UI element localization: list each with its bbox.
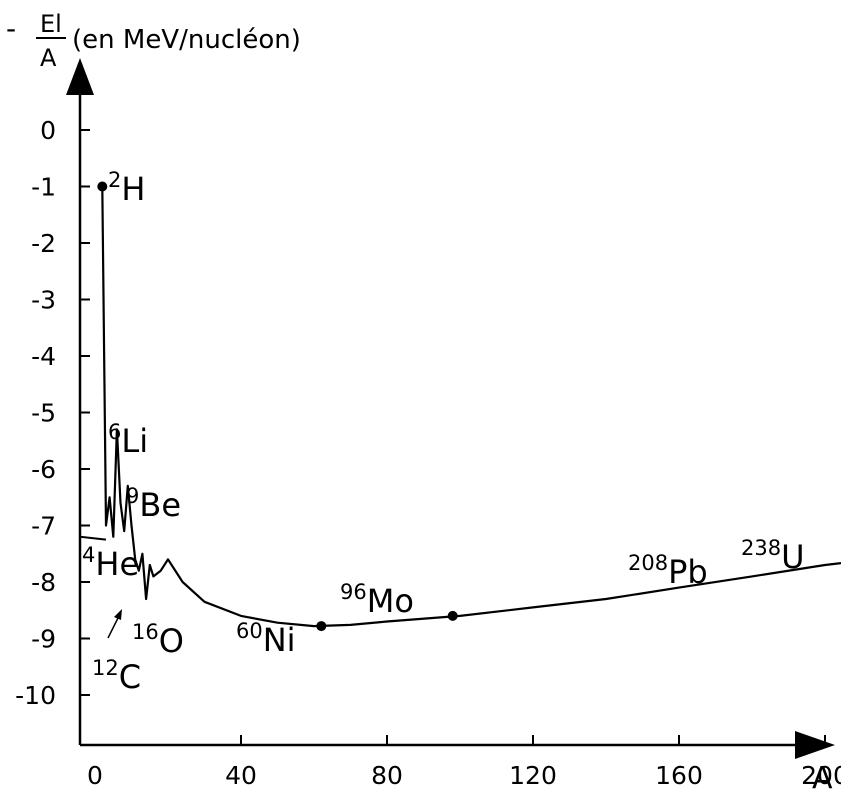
y-tick-label: -10 xyxy=(15,681,56,710)
nuclide-label-pb-symbol: Pb xyxy=(668,553,708,591)
nuclide-label-be: 9Be xyxy=(126,484,181,524)
y-ticks: 0 -1 -2 -3 -4 -5 -6 -7 -8 -9 -10 xyxy=(15,116,90,710)
y-tick-label: -8 xyxy=(31,568,56,597)
y-tick-label: -5 xyxy=(31,399,56,428)
nuclide-label-c: 12C xyxy=(92,656,141,696)
y-tick-label: 0 xyxy=(40,116,56,145)
nuclide-label-ni: 60Ni xyxy=(236,619,296,659)
nuclide-label-pb-mass: 208 xyxy=(628,551,668,575)
y-title-denominator: A xyxy=(40,44,57,72)
nuclide-label-pb: 208Pb xyxy=(628,551,708,591)
nuclide-label-o-symbol: O xyxy=(159,622,184,660)
nuclide-label-li-symbol: Li xyxy=(121,422,148,460)
nuclide-label-c-mass: 12 xyxy=(92,656,119,680)
x-tick-label: 80 xyxy=(371,761,403,790)
x-axis-arrowhead xyxy=(795,731,835,759)
nuclide-label-h: 2H xyxy=(108,168,145,208)
nuclide-point xyxy=(97,181,108,192)
nuclide-label-u: 238U xyxy=(741,536,805,576)
x-tick-label: 120 xyxy=(509,761,557,790)
nuclide-label-mo-symbol: Mo xyxy=(367,582,414,620)
nuclide-label-li-mass: 6 xyxy=(108,420,121,444)
y-axis-title: - El A (en MeV/nucléon) xyxy=(6,10,301,72)
nuclide-label-ni-mass: 60 xyxy=(236,619,263,643)
binding-energy-curve xyxy=(101,186,841,628)
x-tick-label: 160 xyxy=(655,761,703,790)
nuclide-point xyxy=(447,610,458,621)
y-tick-label: -6 xyxy=(31,455,56,484)
y-axis-arrowhead xyxy=(66,58,94,95)
x-title: A xyxy=(812,761,833,795)
y-tick-label: -4 xyxy=(31,342,56,371)
nuclide-markers xyxy=(97,181,458,632)
nuclide-label-be-mass: 9 xyxy=(126,484,139,508)
y-tick-label: -1 xyxy=(31,173,56,202)
x-tick-label: 200 xyxy=(801,761,841,790)
y-tick-label: -2 xyxy=(31,229,56,258)
x-tick-label: 0 xyxy=(87,761,103,790)
nuclide-label-h-symbol: H xyxy=(121,170,145,208)
nuclide-label-o-mass: 16 xyxy=(132,620,159,644)
nuclide-label-mo-mass: 96 xyxy=(340,580,367,604)
nuclide-label-he-mass: 4 xyxy=(82,543,95,567)
y-tick-label: -3 xyxy=(31,286,56,315)
y-tick-label: -7 xyxy=(31,512,56,541)
nuclide-label-he: 4He xyxy=(82,543,139,583)
binding-energy-series xyxy=(79,186,841,628)
nuclide-label-li: 6Li xyxy=(108,420,148,460)
x-axis xyxy=(80,731,835,759)
nuclide-label-o: 16O xyxy=(132,620,184,660)
nuclide-label-he-symbol: He xyxy=(95,545,139,583)
y-title-minus: - xyxy=(6,12,16,45)
y-title-numerator: El xyxy=(40,10,62,38)
nuclide-label-u-mass: 238 xyxy=(741,536,781,560)
x-axis-title: A xyxy=(812,761,833,795)
x-ticks: 04080120160200240 xyxy=(87,735,841,790)
curve-lead-in xyxy=(79,535,107,541)
nuclide-label-ni-symbol: Ni xyxy=(263,621,296,659)
y-axis xyxy=(66,58,94,745)
y-tick-label: -9 xyxy=(31,625,56,654)
nuclide-label-be-symbol: Be xyxy=(139,486,181,524)
nuclide-label-h-mass: 2 xyxy=(108,168,121,192)
nuclide-label-mo: 96Mo xyxy=(340,580,414,620)
nuclide-label-u-symbol: U xyxy=(781,538,804,576)
y-title-unit: (en MeV/nucléon) xyxy=(72,25,301,55)
x-tick-label: 40 xyxy=(225,761,257,790)
carbon-pointer-arrowhead xyxy=(114,609,122,620)
nuclide-point xyxy=(316,621,327,632)
nuclide-label-c-symbol: C xyxy=(119,658,141,696)
